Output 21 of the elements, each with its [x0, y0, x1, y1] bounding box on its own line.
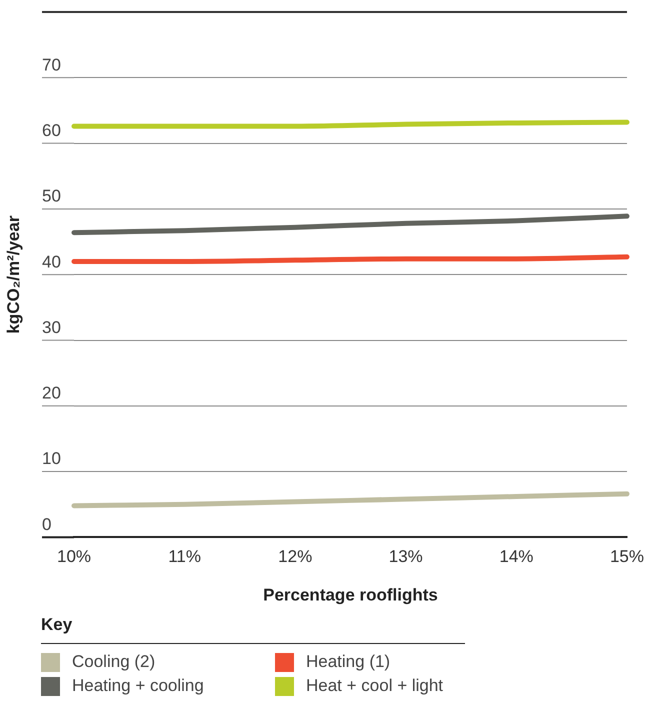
y-tick-label: 50	[42, 186, 61, 206]
x-tick-label: 12%	[278, 547, 312, 566]
y-tick-label: 10	[42, 449, 61, 468]
x-tick-label: 15%	[610, 547, 644, 566]
legend-label: Heating + cooling	[72, 676, 204, 696]
y-tick-label: 60	[42, 120, 61, 140]
legend-title: Key	[41, 615, 465, 644]
legend-label: Cooling (2)	[72, 652, 156, 672]
x-tick-label: 13%	[388, 547, 423, 566]
legend-label: Heat + cool + light	[306, 676, 444, 696]
y-tick-label: 0	[42, 514, 52, 534]
y-tick-label: 70	[42, 55, 61, 74]
x-tick-label: 14%	[499, 547, 534, 566]
y-tick-label: 20	[42, 384, 61, 403]
y-tick-label: 40	[42, 252, 61, 272]
y-axis-title: kgCO₂/m²/year	[4, 215, 23, 334]
y-tick-label: 30	[42, 318, 61, 337]
legend-label: Heating (1)	[306, 652, 390, 672]
x-tick-label: 10%	[56, 547, 92, 566]
x-tick-label: 11%	[168, 547, 201, 566]
x-axis-title: Percentage rooflights	[263, 585, 438, 604]
